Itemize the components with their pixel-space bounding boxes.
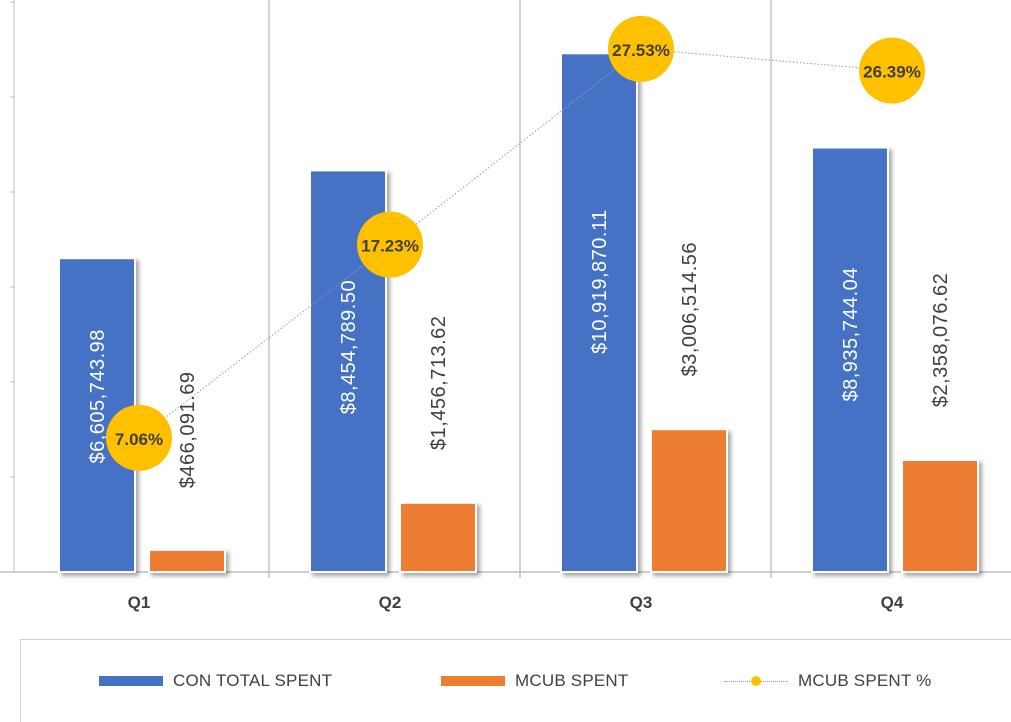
bar-con-total-spent xyxy=(811,146,889,573)
bar-mcub-spent xyxy=(148,548,226,574)
line-data-label: 17.23% xyxy=(361,237,419,256)
line-marker xyxy=(106,404,172,471)
legend-label: MCUB SPENT xyxy=(515,671,629,690)
x-tick-label: Q3 xyxy=(630,593,653,612)
bar-data-label: $10,919,870.11 xyxy=(589,209,611,354)
bar-data-label: $466,091.69 xyxy=(177,371,199,488)
chart-x-axis: Q1 Q2 Q3 Q4 xyxy=(128,593,904,612)
legend-item-mcub-spent-pct: MCUB SPENT % xyxy=(724,640,931,722)
line-mcub-spent-pct xyxy=(138,48,893,439)
line-data-label: 7.06% xyxy=(115,430,163,449)
bar-data-label: $1,456,713.62 xyxy=(428,316,450,450)
legend-swatch-line-marker xyxy=(724,675,788,687)
x-tick-label: Q4 xyxy=(881,593,904,612)
line-marker xyxy=(608,15,674,82)
legend-label: MCUB SPENT % xyxy=(798,671,932,690)
bar-data-label: $3,006,514.56 xyxy=(679,242,701,376)
legend-swatch-orange xyxy=(441,676,505,686)
legend-item-mcub-spent: MCUB SPENT xyxy=(441,640,628,722)
legend-item-con-total-spent: CON TOTAL SPENT xyxy=(99,640,332,722)
bar-mcub-spent xyxy=(399,501,477,573)
combo-chart: $6,605,743.98 $8,454,789.50 $10,919,870.11… xyxy=(0,0,1011,612)
bar-data-label: $6,605,743.98 xyxy=(87,329,109,463)
x-tick-label: Q1 xyxy=(128,593,151,612)
bar-con-total-spent xyxy=(560,52,638,574)
line-marker xyxy=(357,211,423,278)
line-data-label: 27.53% xyxy=(612,41,670,60)
chart-legend: CON TOTAL SPENT MCUB SPENT MCUB SPENT % xyxy=(20,639,1011,722)
line-marker xyxy=(859,37,925,104)
legend-label: CON TOTAL SPENT xyxy=(173,671,333,690)
bar-mcub-spent xyxy=(650,428,728,573)
bar-mcub-spent xyxy=(901,458,979,573)
bar-data-label: $2,358,076.62 xyxy=(930,273,952,407)
bar-data-label: $8,935,744.04 xyxy=(840,267,862,401)
x-tick-label: Q2 xyxy=(379,593,402,612)
chart-bar-labels: $6,605,743.98 $8,454,789.50 $10,919,870.11… xyxy=(87,209,952,488)
chart-line-series: 7.06% 17.23% 27.53% 26.39% xyxy=(106,15,925,471)
bar-data-label: $8,454,789.50 xyxy=(338,280,360,414)
line-data-label: 26.39% xyxy=(863,63,921,82)
legend-swatch-blue xyxy=(99,676,163,686)
